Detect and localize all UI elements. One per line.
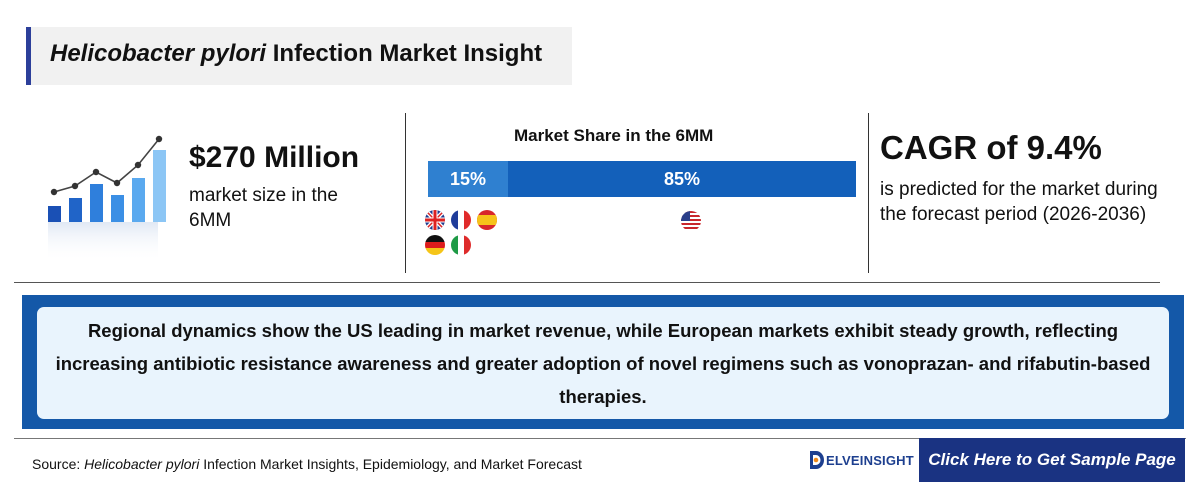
us-flag-icon	[681, 211, 701, 231]
uk-flag-icon	[425, 210, 445, 230]
delveinsight-logo[interactable]: DELVEINSIGHT	[808, 450, 914, 470]
divider-right	[868, 113, 869, 273]
market-size-value: $270 Million	[189, 141, 360, 174]
cagr-description: is predicted for the market during the f…	[880, 179, 1158, 225]
title-box: Helicobacter pylori Infection Market Ins…	[26, 27, 572, 85]
spain-flag-icon	[477, 210, 497, 230]
section-divider	[14, 282, 1160, 283]
source-label: Source:	[32, 456, 85, 472]
market-size-description: market size in the 6MM	[189, 185, 338, 231]
title-accent-bar	[26, 27, 31, 85]
italy-flag-icon	[451, 235, 471, 255]
get-sample-page-button[interactable]: Click Here to Get Sample Page	[919, 438, 1185, 482]
title-rest: Infection Market Insight	[266, 40, 543, 67]
title-italic: Helicobacter pylori	[50, 40, 267, 67]
logo-word: ELVEINSIGHT	[826, 452, 914, 468]
insight-panel: Regional dynamics show the US leading in…	[37, 307, 1169, 419]
divider-left	[405, 113, 406, 273]
source-note: Source: Helicobacter pylori Infection Ma…	[32, 456, 582, 472]
source-italic: Helicobacter pylori	[84, 456, 200, 472]
source-rest: Infection Market Insights, Epidemiology,…	[199, 456, 582, 472]
insight-text: Regional dynamics show the US leading in…	[55, 319, 1151, 407]
france-flag-icon	[451, 210, 471, 230]
delveinsight-logo-icon	[810, 451, 824, 469]
eu-share-segment: 15%	[428, 161, 508, 197]
page-title: Helicobacter pylori Infection Market Ins…	[50, 40, 542, 68]
us-share-segment: 85%	[508, 161, 856, 197]
germany-flag-icon	[425, 235, 445, 255]
cagr-value: CAGR of 9.4%	[880, 129, 1102, 166]
growth-chart-icon	[48, 135, 166, 262]
insight-box: Regional dynamics show the US leading in…	[22, 295, 1184, 429]
market-share-bar: 15% 85%	[428, 161, 856, 197]
delveinsight-logo-text: DELVEINSIGHT	[826, 453, 914, 468]
footer-divider	[14, 438, 1186, 439]
market-share-title: Market Share in the 6MM	[514, 126, 714, 145]
